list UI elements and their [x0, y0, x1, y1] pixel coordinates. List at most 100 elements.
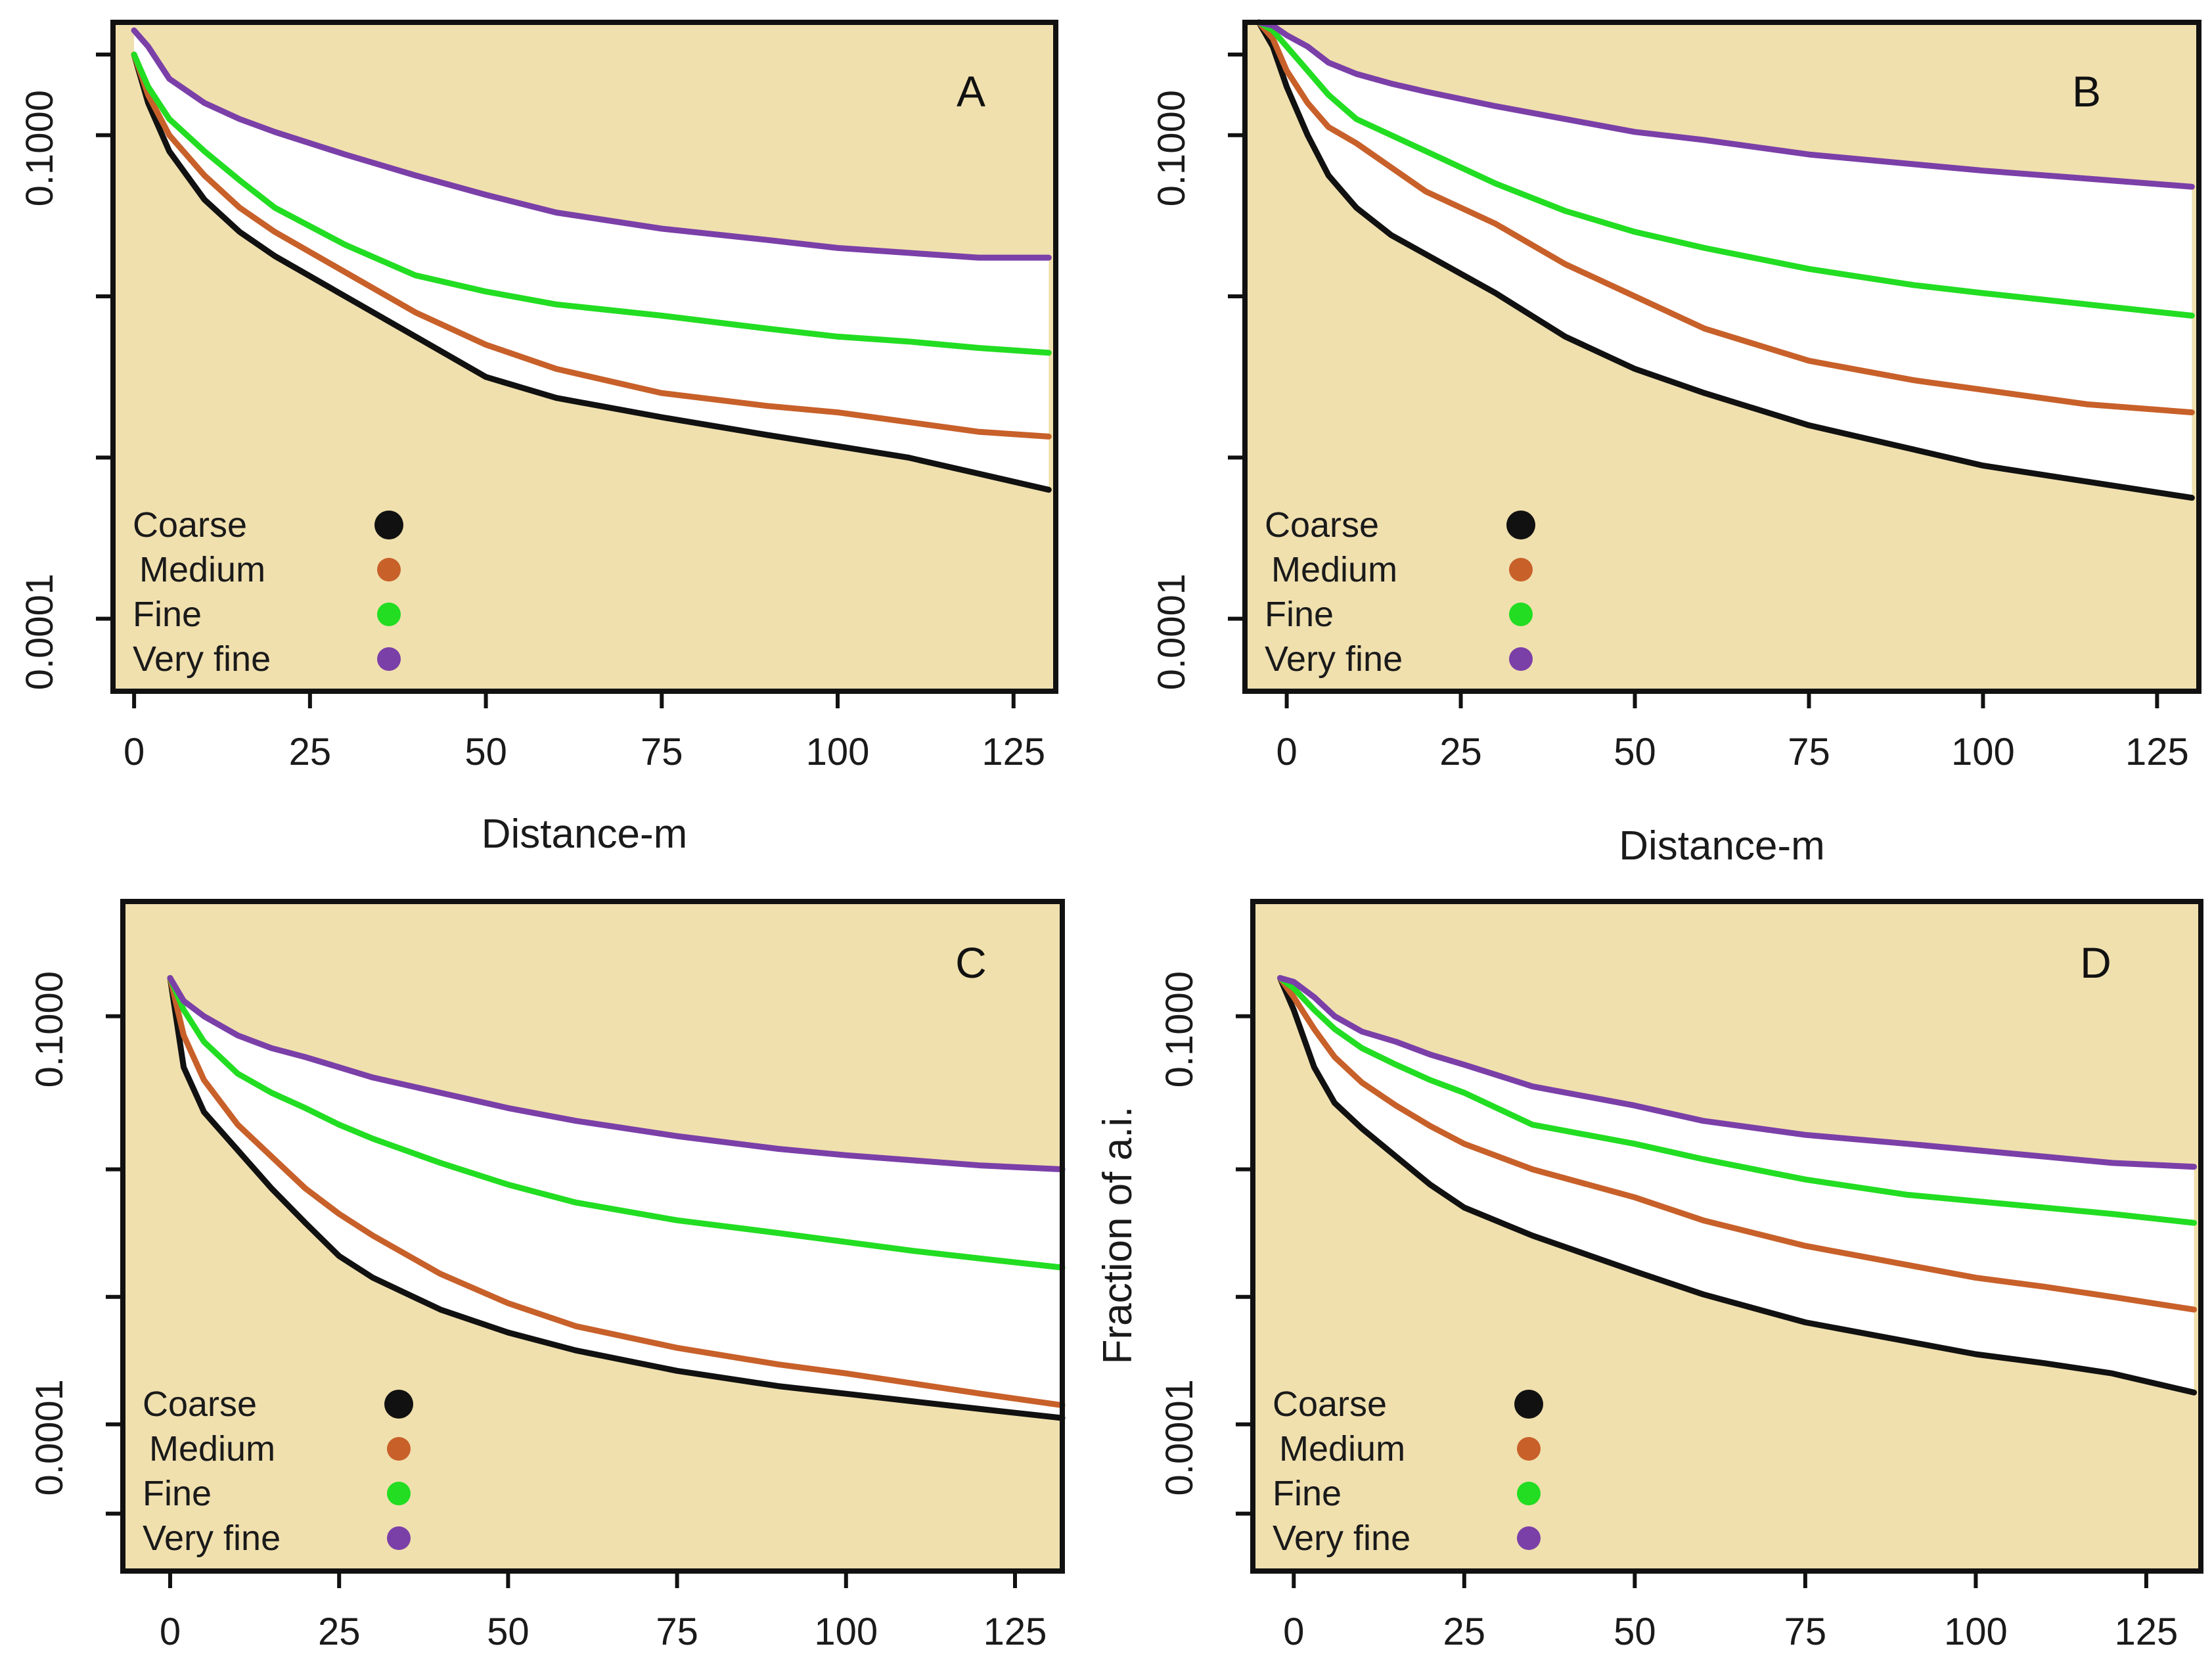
x-tick-label-d-50: 50 — [1614, 1610, 1656, 1653]
series-line-a-medium — [131, 51, 1052, 440]
series-line-d-coarse — [1277, 975, 2198, 1396]
series-line-d-medium — [1277, 975, 2198, 1313]
series-line-c-fine — [167, 975, 1066, 1271]
spread-band-a — [134, 30, 1049, 490]
x-axis-title-b: Distance-m — [1619, 823, 1825, 869]
x-tick-label-c-25: 25 — [318, 1610, 361, 1653]
legend-b: Coarse Medium Fine Very fine — [1265, 505, 1535, 679]
plot-frame-b — [1242, 20, 2201, 694]
y-tick-label-d-1: 0.0001 — [1158, 1379, 1201, 1495]
series-line-d-very-fine — [1277, 975, 2198, 1170]
legend-label-a-0: Coarse — [133, 505, 247, 545]
legend-marker-c-0 — [384, 1390, 413, 1419]
x-tick-label-c-50: 50 — [487, 1610, 530, 1653]
spread-band-b — [1259, 22, 2192, 498]
series-line-b-fine — [1255, 19, 2195, 319]
legend-label-d-0: Coarse — [1273, 1384, 1387, 1424]
x-tick-label-c-75: 75 — [656, 1610, 698, 1653]
y-tick-label-c-1: 0.0001 — [28, 1379, 71, 1495]
legend-marker-d-0 — [1514, 1390, 1543, 1419]
legend-label-d-1: Medium — [1279, 1429, 1405, 1469]
legend-marker-a-2 — [377, 603, 401, 626]
legend-label-d-2: Fine — [1273, 1474, 1342, 1513]
x-axis-title-a: Distance-m — [482, 811, 688, 857]
legend-marker-a-1 — [377, 558, 401, 582]
legend-marker-c-3 — [387, 1526, 411, 1550]
x-tick-label-b-100: 100 — [1951, 731, 2015, 773]
legend-label-b-2: Fine — [1265, 595, 1334, 634]
plot-frame-c — [120, 899, 1065, 1574]
x-tick-label-c-125: 125 — [983, 1610, 1047, 1653]
legend-marker-d-1 — [1517, 1437, 1541, 1461]
x-tick-label-b-125: 125 — [2125, 731, 2189, 773]
x-tick-label-a-125: 125 — [982, 731, 1045, 773]
legend-label-d-3: Very fine — [1273, 1518, 1411, 1558]
x-tick-label-a-75: 75 — [641, 731, 683, 773]
legend-a: Coarse Medium Fine Very fine — [133, 505, 403, 679]
x-tick-label-d-0: 0 — [1283, 1610, 1304, 1653]
legend-marker-b-2 — [1509, 603, 1533, 626]
series-line-a-very-fine — [131, 27, 1052, 261]
legend-marker-b-0 — [1506, 511, 1535, 539]
panel-label-a: A — [957, 67, 985, 116]
series-line-b-medium — [1255, 19, 2195, 416]
panel-b: 0 25 50 75 100 125 0.1000 0.0001 B Distance-m Coar… — [1150, 19, 2201, 869]
x-tick-label-a-50: 50 — [464, 731, 507, 773]
x-tick-label-d-25: 25 — [1443, 1610, 1486, 1653]
panel-label-b: B — [2072, 67, 2101, 116]
spread-band-c — [170, 978, 1062, 1419]
x-tick-label-a-100: 100 — [806, 731, 870, 773]
x-tick-label-b-25: 25 — [1439, 731, 1482, 773]
panel-c: 0 25 50 75 100 125 0.1000 0.0001 C Coarse Medium Fi… — [28, 899, 1066, 1653]
x-tick-label-d-75: 75 — [1784, 1610, 1827, 1653]
legend-marker-b-1 — [1509, 558, 1533, 582]
legend-marker-a-0 — [374, 511, 403, 539]
legend-label-c-2: Fine — [143, 1474, 212, 1513]
legend-label-a-3: Very fine — [133, 639, 271, 679]
x-tick-label-b-0: 0 — [1276, 731, 1297, 773]
y-axis-title: Fraction of a.i. — [1095, 1106, 1140, 1365]
panel-label-c: C — [955, 938, 987, 987]
series-line-a-coarse — [131, 51, 1052, 493]
y-tick-label-b-1: 0.0001 — [1150, 574, 1193, 690]
x-tick-label-d-125: 125 — [2115, 1610, 2178, 1653]
legend-label-c-3: Very fine — [143, 1518, 281, 1558]
panel-label-d: D — [2080, 938, 2111, 987]
series-line-b-very-fine — [1255, 19, 2195, 190]
legend-c: Coarse Medium Fine Very fine — [143, 1384, 413, 1558]
legend-marker-d-3 — [1517, 1526, 1541, 1550]
legend-label-a-1: Medium — [139, 550, 265, 589]
legend-marker-a-3 — [377, 647, 401, 671]
y-tick-label-d-0: 0.1000 — [1158, 971, 1201, 1087]
x-tick-label-a-0: 0 — [124, 731, 145, 773]
series-line-c-medium — [167, 975, 1066, 1409]
legend-d: Coarse Medium Fine Very fine — [1273, 1384, 1543, 1558]
legend-label-b-0: Coarse — [1265, 505, 1379, 545]
y-tick-label-a-1: 0.0001 — [18, 574, 61, 690]
x-tick-label-b-50: 50 — [1614, 731, 1656, 773]
panel-a: 0 25 50 75 100 125 0.1000 0.0001 A Distance-m Coar… — [18, 20, 1058, 857]
plot-frame-a — [110, 20, 1058, 694]
x-tick-label-d-100: 100 — [1944, 1610, 2008, 1653]
legend-marker-c-1 — [387, 1437, 411, 1461]
y-tick-label-c-0: 0.1000 — [28, 971, 71, 1087]
legend-label-a-2: Fine — [133, 595, 202, 634]
plot-frame-d — [1250, 899, 2203, 1574]
series-line-c-coarse — [167, 975, 1066, 1421]
series-line-c-very-fine — [167, 975, 1066, 1173]
series-line-a-fine — [131, 51, 1052, 356]
legend-label-c-1: Medium — [149, 1429, 275, 1469]
x-tick-label-b-75: 75 — [1788, 731, 1830, 773]
legend-label-c-0: Coarse — [143, 1384, 257, 1424]
x-tick-label-c-0: 0 — [160, 1610, 181, 1653]
legend-marker-c-2 — [387, 1482, 411, 1505]
y-tick-label-a-0: 0.1000 — [18, 90, 61, 206]
legend-marker-d-2 — [1517, 1482, 1541, 1505]
legend-label-b-1: Medium — [1271, 550, 1397, 589]
legend-label-b-3: Very fine — [1265, 639, 1403, 679]
legend-marker-b-3 — [1509, 647, 1533, 671]
series-line-b-coarse — [1255, 19, 2195, 501]
panel-d: 0 25 50 75 100 125 0.1000 0.0001 D Fraction of a.… — [1095, 899, 2203, 1653]
y-tick-label-b-0: 0.1000 — [1150, 90, 1193, 206]
